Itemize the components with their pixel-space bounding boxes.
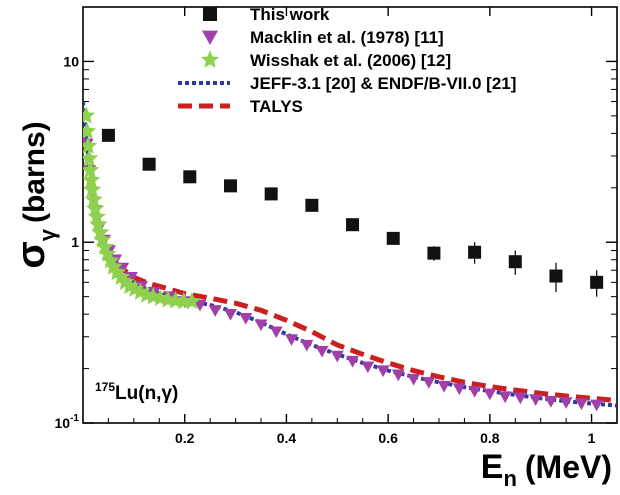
point-wisshak [83, 106, 96, 124]
point-macklin [239, 312, 253, 325]
reaction-annotation-text: Lu(n,γ) [115, 383, 178, 404]
x-tick-label: 0.6 [378, 430, 398, 446]
point-this-work [346, 218, 360, 232]
point-macklin [529, 394, 543, 406]
legend-label: JEFF-3.1 [20] & ENDF/B-VII.0 [21] [250, 74, 516, 93]
point-this-work [386, 231, 400, 245]
legend-label: Macklin et al. (1978) [11] [250, 28, 444, 47]
point-wisshak [182, 291, 201, 310]
x-axis-title-main: E [481, 448, 504, 486]
point-wisshak [83, 149, 99, 167]
point-this-work [590, 275, 604, 289]
x-tick-label: 0.8 [480, 430, 500, 446]
point-macklin [452, 383, 466, 396]
x-tick-label: 0.4 [277, 430, 297, 446]
point-macklin [468, 385, 482, 398]
y-tick-label: 10-1 [55, 413, 80, 431]
point-macklin [391, 369, 405, 382]
point-macklin [483, 388, 497, 401]
point-macklin [498, 391, 512, 404]
point-this-work [305, 198, 319, 212]
point-wisshak [89, 215, 108, 233]
point-this-work [183, 170, 197, 184]
y-axis-title-sub: γ [35, 228, 60, 241]
point-wisshak [87, 207, 106, 225]
point-wisshak [83, 136, 98, 154]
point-macklin [315, 345, 329, 358]
legend-symbol [202, 30, 218, 45]
point-macklin [574, 398, 588, 411]
legend: This work Macklin et al. (1978) [11] Wissh… [178, 5, 516, 116]
y-tick-label: 10 [63, 53, 79, 69]
point-macklin [223, 308, 237, 321]
point-this-work [264, 187, 278, 201]
point-macklin [285, 334, 299, 346]
point-this-work [427, 246, 441, 260]
point-macklin [513, 392, 527, 405]
point-wisshak [83, 121, 97, 140]
point-macklin [361, 361, 375, 374]
plot-frame [82, 6, 618, 424]
point-this-work [468, 245, 482, 259]
point-macklin [407, 373, 421, 386]
point-this-work [142, 157, 156, 171]
point-macklin [254, 319, 268, 332]
point-macklin [437, 380, 451, 393]
point-this-work [101, 128, 115, 142]
series-layer [83, 101, 617, 412]
point-wisshak [91, 223, 110, 241]
x-axis-title-sub: n [503, 466, 516, 491]
legend-label: This work [250, 5, 330, 24]
point-macklin [544, 396, 558, 408]
point-wisshak [83, 180, 102, 198]
point-macklin [376, 365, 390, 378]
y-axis-title-unit: (barns) [18, 121, 51, 223]
point-this-work [508, 255, 522, 269]
point-macklin [346, 355, 360, 368]
point-macklin [559, 397, 573, 409]
point-wisshak [84, 190, 103, 208]
point-macklin [269, 326, 283, 339]
point-macklin [193, 299, 207, 312]
point-this-work [549, 269, 563, 283]
point-macklin [330, 350, 344, 363]
point-this-work [223, 179, 237, 193]
x-axis-title: En (MeV) [481, 448, 612, 491]
legend-label: Wisshak et al. (2006) [12] [250, 51, 451, 70]
y-axis-title-main: σ [9, 241, 53, 268]
series-line-talys [101, 245, 617, 404]
y-ticks: 10-1 1 10 [55, 53, 617, 431]
point-wisshak [83, 160, 100, 178]
legend-symbol [203, 7, 217, 21]
reaction-annotation-mass: 175 [95, 380, 115, 394]
legend-label: TALYS [250, 97, 303, 116]
point-macklin [208, 305, 222, 317]
x-tick-label: 0.2 [175, 430, 195, 446]
reaction-annotation: 175Lu(n,γ) [95, 380, 178, 404]
point-macklin [590, 399, 604, 412]
y-tick-label: 1 [71, 234, 79, 250]
legend-symbol [200, 50, 220, 68]
x-ticks: 0.2 0.4 0.6 0.8 1 [107, 7, 596, 446]
point-macklin [300, 339, 314, 352]
y-axis-title: σγ (barns) [9, 121, 60, 268]
point-macklin [422, 377, 436, 389]
point-wisshak [86, 199, 105, 217]
x-tick-label: 1 [588, 430, 596, 446]
x-axis-title-unit: (MeV) [525, 449, 612, 485]
point-wisshak [83, 170, 101, 189]
